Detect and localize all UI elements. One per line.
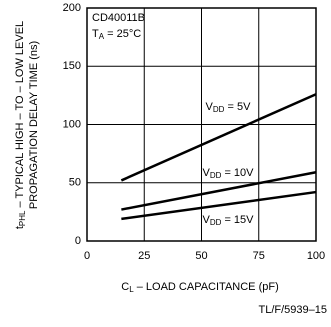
x-tick-label: 0 (84, 250, 90, 262)
y-tick-label: 50 (69, 177, 81, 189)
y-axis-label: PROPAGATION DELAY TIME (ns) (28, 41, 40, 209)
series-label: VDD = 5V (206, 101, 252, 114)
annotation-part: T (92, 28, 99, 40)
label-part: – LOAD CAPACITANCE (pF) (134, 281, 279, 293)
series-label: VDD = 10V (202, 167, 254, 180)
annotation: CD40011B (92, 12, 145, 24)
label-part: DD (210, 171, 222, 180)
x-tick-label: 50 (195, 250, 207, 262)
label-part: PHL (18, 210, 27, 226)
annotation-part: A (99, 32, 105, 41)
label-part: V (202, 214, 210, 226)
x-axis-label: CL – LOAD CAPACITANCE (pF) (121, 281, 278, 294)
label-part: V (202, 167, 210, 179)
label-part: = 10V (221, 167, 254, 179)
label-part: C (121, 281, 129, 293)
series-line (121, 171, 317, 211)
label-part: L (129, 285, 134, 294)
annotation: TA = 25°C (92, 28, 141, 41)
series-line (120, 93, 317, 182)
annotation-part: = 25°C (104, 28, 141, 40)
y-tick-label: 100 (63, 118, 81, 130)
label-part: V (206, 101, 214, 113)
label-part: DD (213, 105, 225, 114)
plot-frame (86, 7, 317, 242)
series-label: VDD = 15V (202, 214, 254, 227)
label-part: = 5V (224, 101, 251, 113)
footnote: TL/F/5939–15 (259, 304, 328, 316)
x-tick-label: 100 (307, 250, 325, 262)
x-tick-label: 25 (138, 250, 150, 262)
y-tick-label: 0 (75, 235, 81, 247)
y-tick-label: 200 (63, 2, 81, 14)
x-tick-label: 75 (253, 250, 265, 262)
series-line (121, 190, 317, 221)
label-part: DD (210, 218, 222, 227)
y-tick-label: 150 (63, 60, 81, 72)
label-part: – TYPICAL HIGH – TO – LOW LEVEL (14, 21, 26, 211)
label-part: t (14, 226, 26, 229)
label-part: = 15V (221, 214, 254, 226)
y-axis-label: tPHL – TYPICAL HIGH – TO – LOW LEVEL (14, 21, 27, 229)
